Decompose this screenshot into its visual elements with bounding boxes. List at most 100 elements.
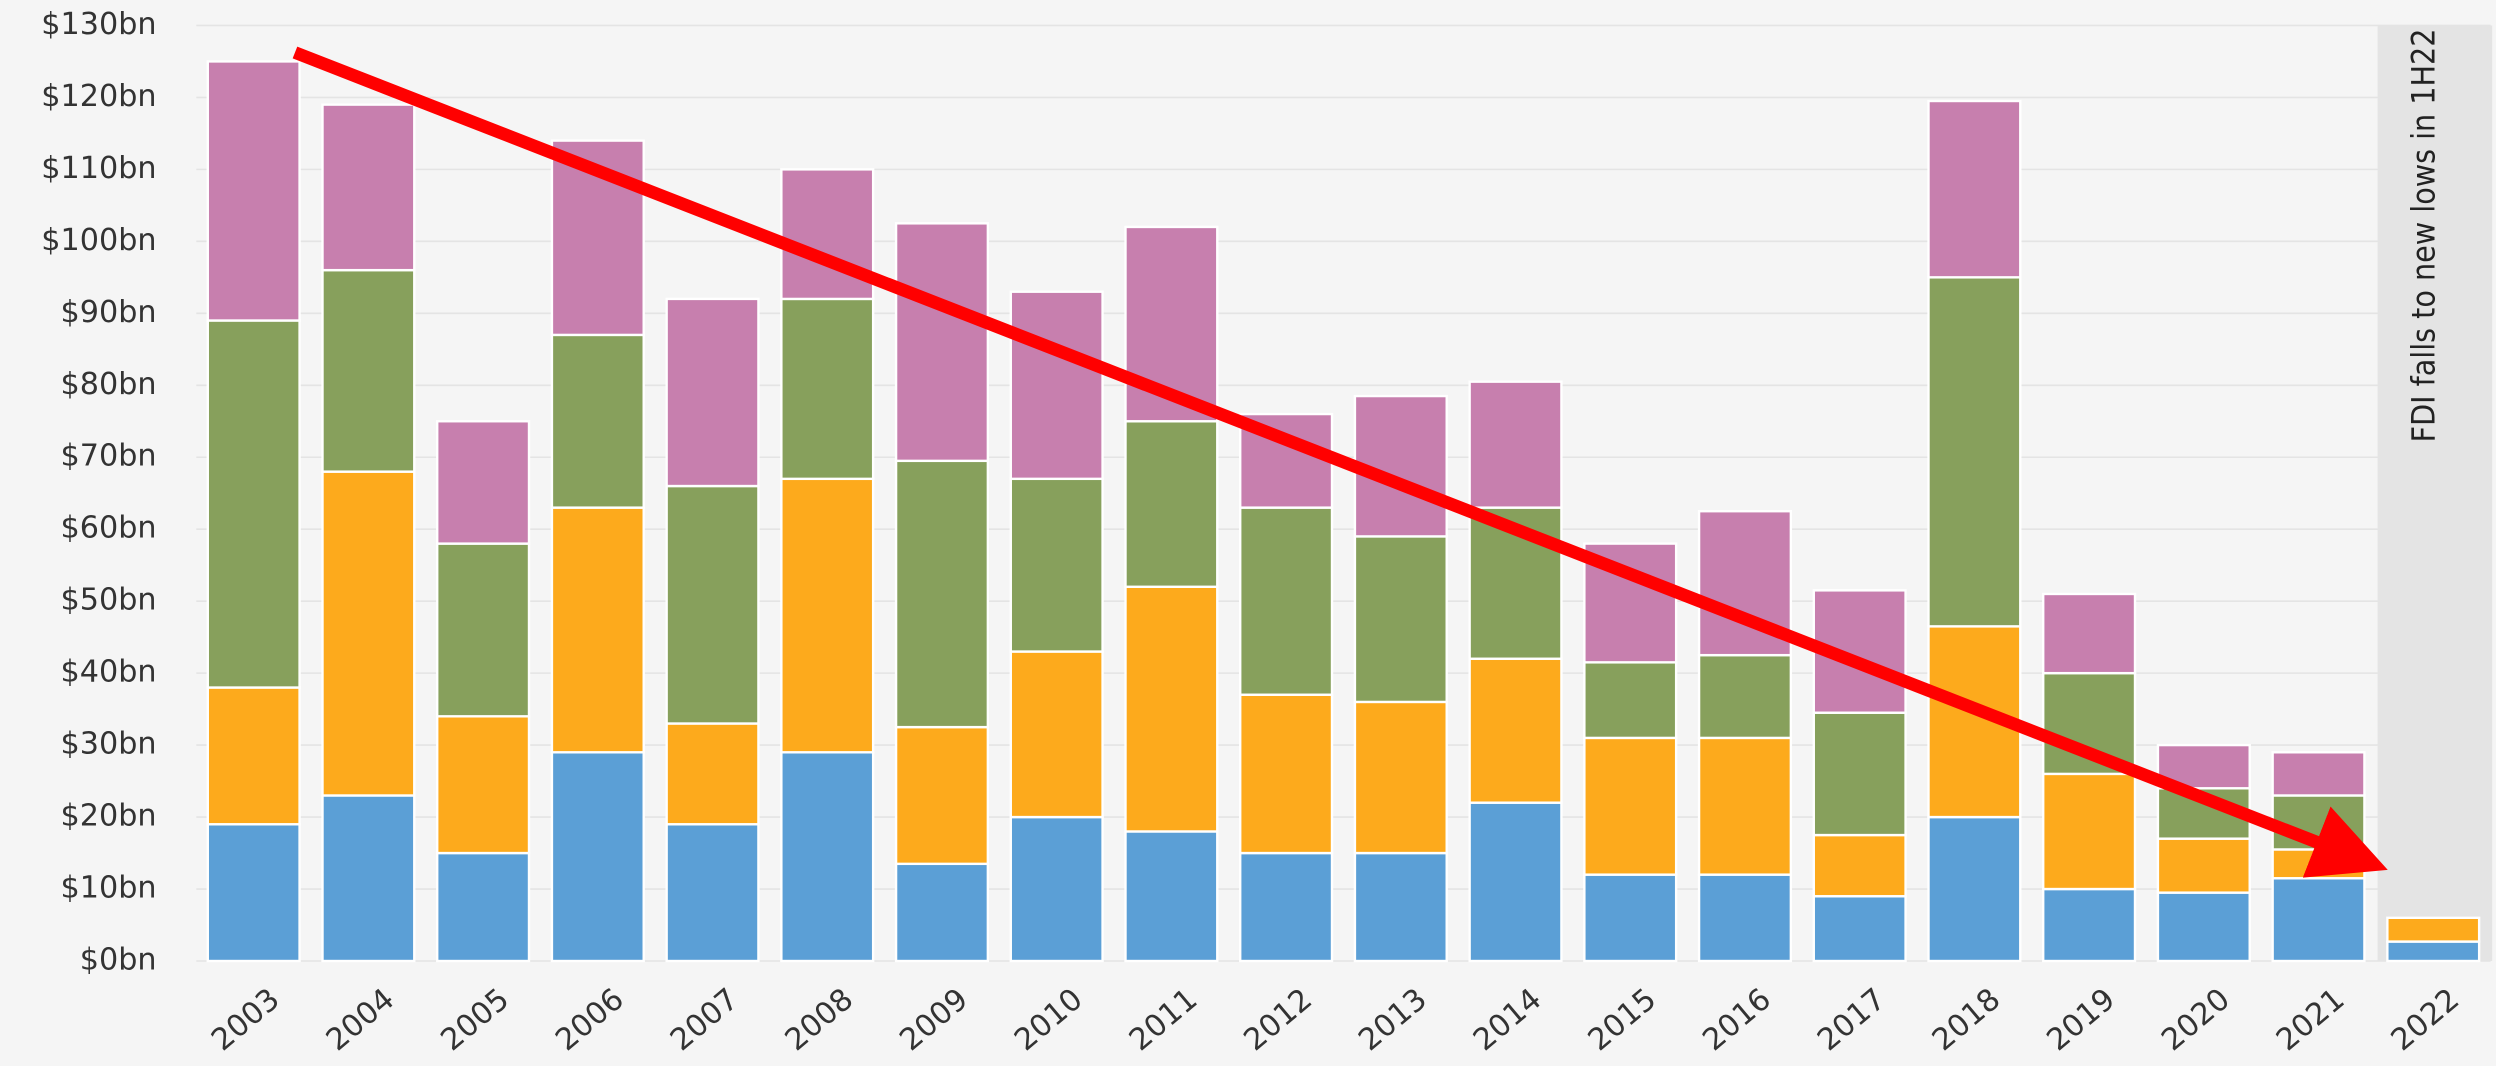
bar-segment xyxy=(1697,873,1793,963)
x-tick-label: 2007 xyxy=(664,982,745,1058)
bar-segment xyxy=(436,542,531,718)
bar-segment xyxy=(780,477,875,754)
bar-segment xyxy=(2386,940,2481,963)
x-tick-label: 2021 xyxy=(2270,982,2351,1058)
bar-segment xyxy=(2042,887,2137,963)
bar-segment xyxy=(1239,506,1334,696)
x-tick-label: 2018 xyxy=(1926,982,2007,1058)
bar-segment xyxy=(321,794,416,963)
bar-segment xyxy=(1009,650,1104,819)
bar-segment xyxy=(1812,833,1907,898)
bar-segment xyxy=(550,506,645,754)
bar-segment xyxy=(894,725,990,866)
x-tick-label: 2006 xyxy=(549,982,630,1058)
x-tick-label: 2005 xyxy=(435,982,516,1058)
bar-segment xyxy=(1697,736,1793,876)
y-tick-label: $10bn xyxy=(61,871,157,906)
bar-segment xyxy=(436,851,531,963)
x-tick-label: 2009 xyxy=(893,982,974,1058)
x-tick-label: 2022 xyxy=(2385,982,2466,1058)
bar-segment xyxy=(1812,711,1907,837)
bar-segment xyxy=(1124,585,1219,833)
bar-segment xyxy=(1583,661,1678,740)
y-tick-label: $130bn xyxy=(41,7,156,42)
bar-segment xyxy=(2271,877,2366,963)
x-tick-label: 2015 xyxy=(1582,982,1663,1058)
bar-segment xyxy=(1009,290,1104,481)
bar-segment xyxy=(550,751,645,963)
y-tick-label: $120bn xyxy=(41,79,156,114)
bar-segment xyxy=(436,420,531,545)
highlight-band xyxy=(2377,25,2493,961)
bar-segment xyxy=(1927,815,2022,963)
y-tick-label: $110bn xyxy=(41,151,156,186)
bar-segment xyxy=(894,862,990,963)
bar-segment xyxy=(665,297,760,488)
bar-segment xyxy=(1009,477,1104,653)
bar-segment xyxy=(206,823,301,963)
x-tick-label: 2012 xyxy=(1238,982,1319,1058)
x-tick-label: 2008 xyxy=(779,982,860,1058)
bar-segment xyxy=(2271,751,2366,797)
y-tick-label: $20bn xyxy=(61,799,157,834)
y-tick-label: $0bn xyxy=(80,942,157,977)
bar-segment xyxy=(665,722,760,826)
bar-segment xyxy=(1697,653,1793,740)
x-tick-label: 2004 xyxy=(320,982,401,1058)
bar-segment xyxy=(1353,535,1448,704)
bar-segment xyxy=(1468,380,1563,509)
y-tick-label: $80bn xyxy=(61,367,157,402)
annotation: FDI falls to new lows in 1H22 xyxy=(2404,29,2442,443)
bar-segment xyxy=(1812,895,1907,963)
trend-arrow xyxy=(292,46,2388,878)
y-tick-label: $50bn xyxy=(61,583,157,618)
bar-segment xyxy=(1124,830,1219,963)
x-tick-label: 2019 xyxy=(2041,982,2122,1058)
bar-segment xyxy=(894,222,990,463)
bar-segment xyxy=(780,297,875,481)
bar-segment xyxy=(780,751,875,963)
bar-segment xyxy=(1927,99,2022,279)
bar-segment xyxy=(321,268,416,473)
y-tick-label: $60bn xyxy=(61,511,157,546)
bar-segment xyxy=(1353,700,1448,855)
bar-segment xyxy=(1353,851,1448,963)
y-tick-label: $100bn xyxy=(41,223,156,258)
bar-segment xyxy=(2042,772,2137,891)
bar-segment xyxy=(2386,916,2481,943)
x-tick-label: 2017 xyxy=(1811,982,1892,1058)
bar-segment xyxy=(436,715,531,855)
bar-segment xyxy=(1468,801,1563,963)
bar-segment xyxy=(2156,891,2251,963)
y-tick-label: $90bn xyxy=(61,295,157,330)
bar-segment xyxy=(1009,815,1104,963)
bar-segment xyxy=(550,333,645,509)
y-tick-label: $70bn xyxy=(61,439,157,474)
bar-segment xyxy=(2156,837,2251,894)
x-tick-label: 2014 xyxy=(1467,982,1548,1058)
bar-segment xyxy=(894,459,990,729)
y-tick-label: $40bn xyxy=(61,655,157,690)
bar-segment xyxy=(1927,276,2022,628)
bar-segment xyxy=(1468,657,1563,804)
bar-segment xyxy=(665,484,760,725)
bar-segment xyxy=(206,686,301,826)
x-tick-label: 2020 xyxy=(2155,982,2236,1058)
x-tick-label: 2016 xyxy=(1696,982,1777,1058)
bar-segment xyxy=(1583,736,1678,876)
bar-segment xyxy=(321,103,416,272)
bar-segment xyxy=(2042,592,2137,675)
bar-segment xyxy=(1583,873,1678,963)
x-tick-label: 2013 xyxy=(1352,982,1433,1058)
x-tick-label: 2010 xyxy=(1008,982,1089,1058)
bar-segment xyxy=(1124,420,1219,588)
x-tick-label: 2003 xyxy=(205,982,286,1058)
bar-segment xyxy=(206,60,301,322)
bar-segment xyxy=(665,823,760,963)
y-tick-label: $30bn xyxy=(61,727,157,762)
bar-segment xyxy=(1239,693,1334,855)
x-tick-label: 2011 xyxy=(1123,982,1204,1058)
bar-segment xyxy=(206,319,301,689)
bar-segment xyxy=(321,470,416,797)
